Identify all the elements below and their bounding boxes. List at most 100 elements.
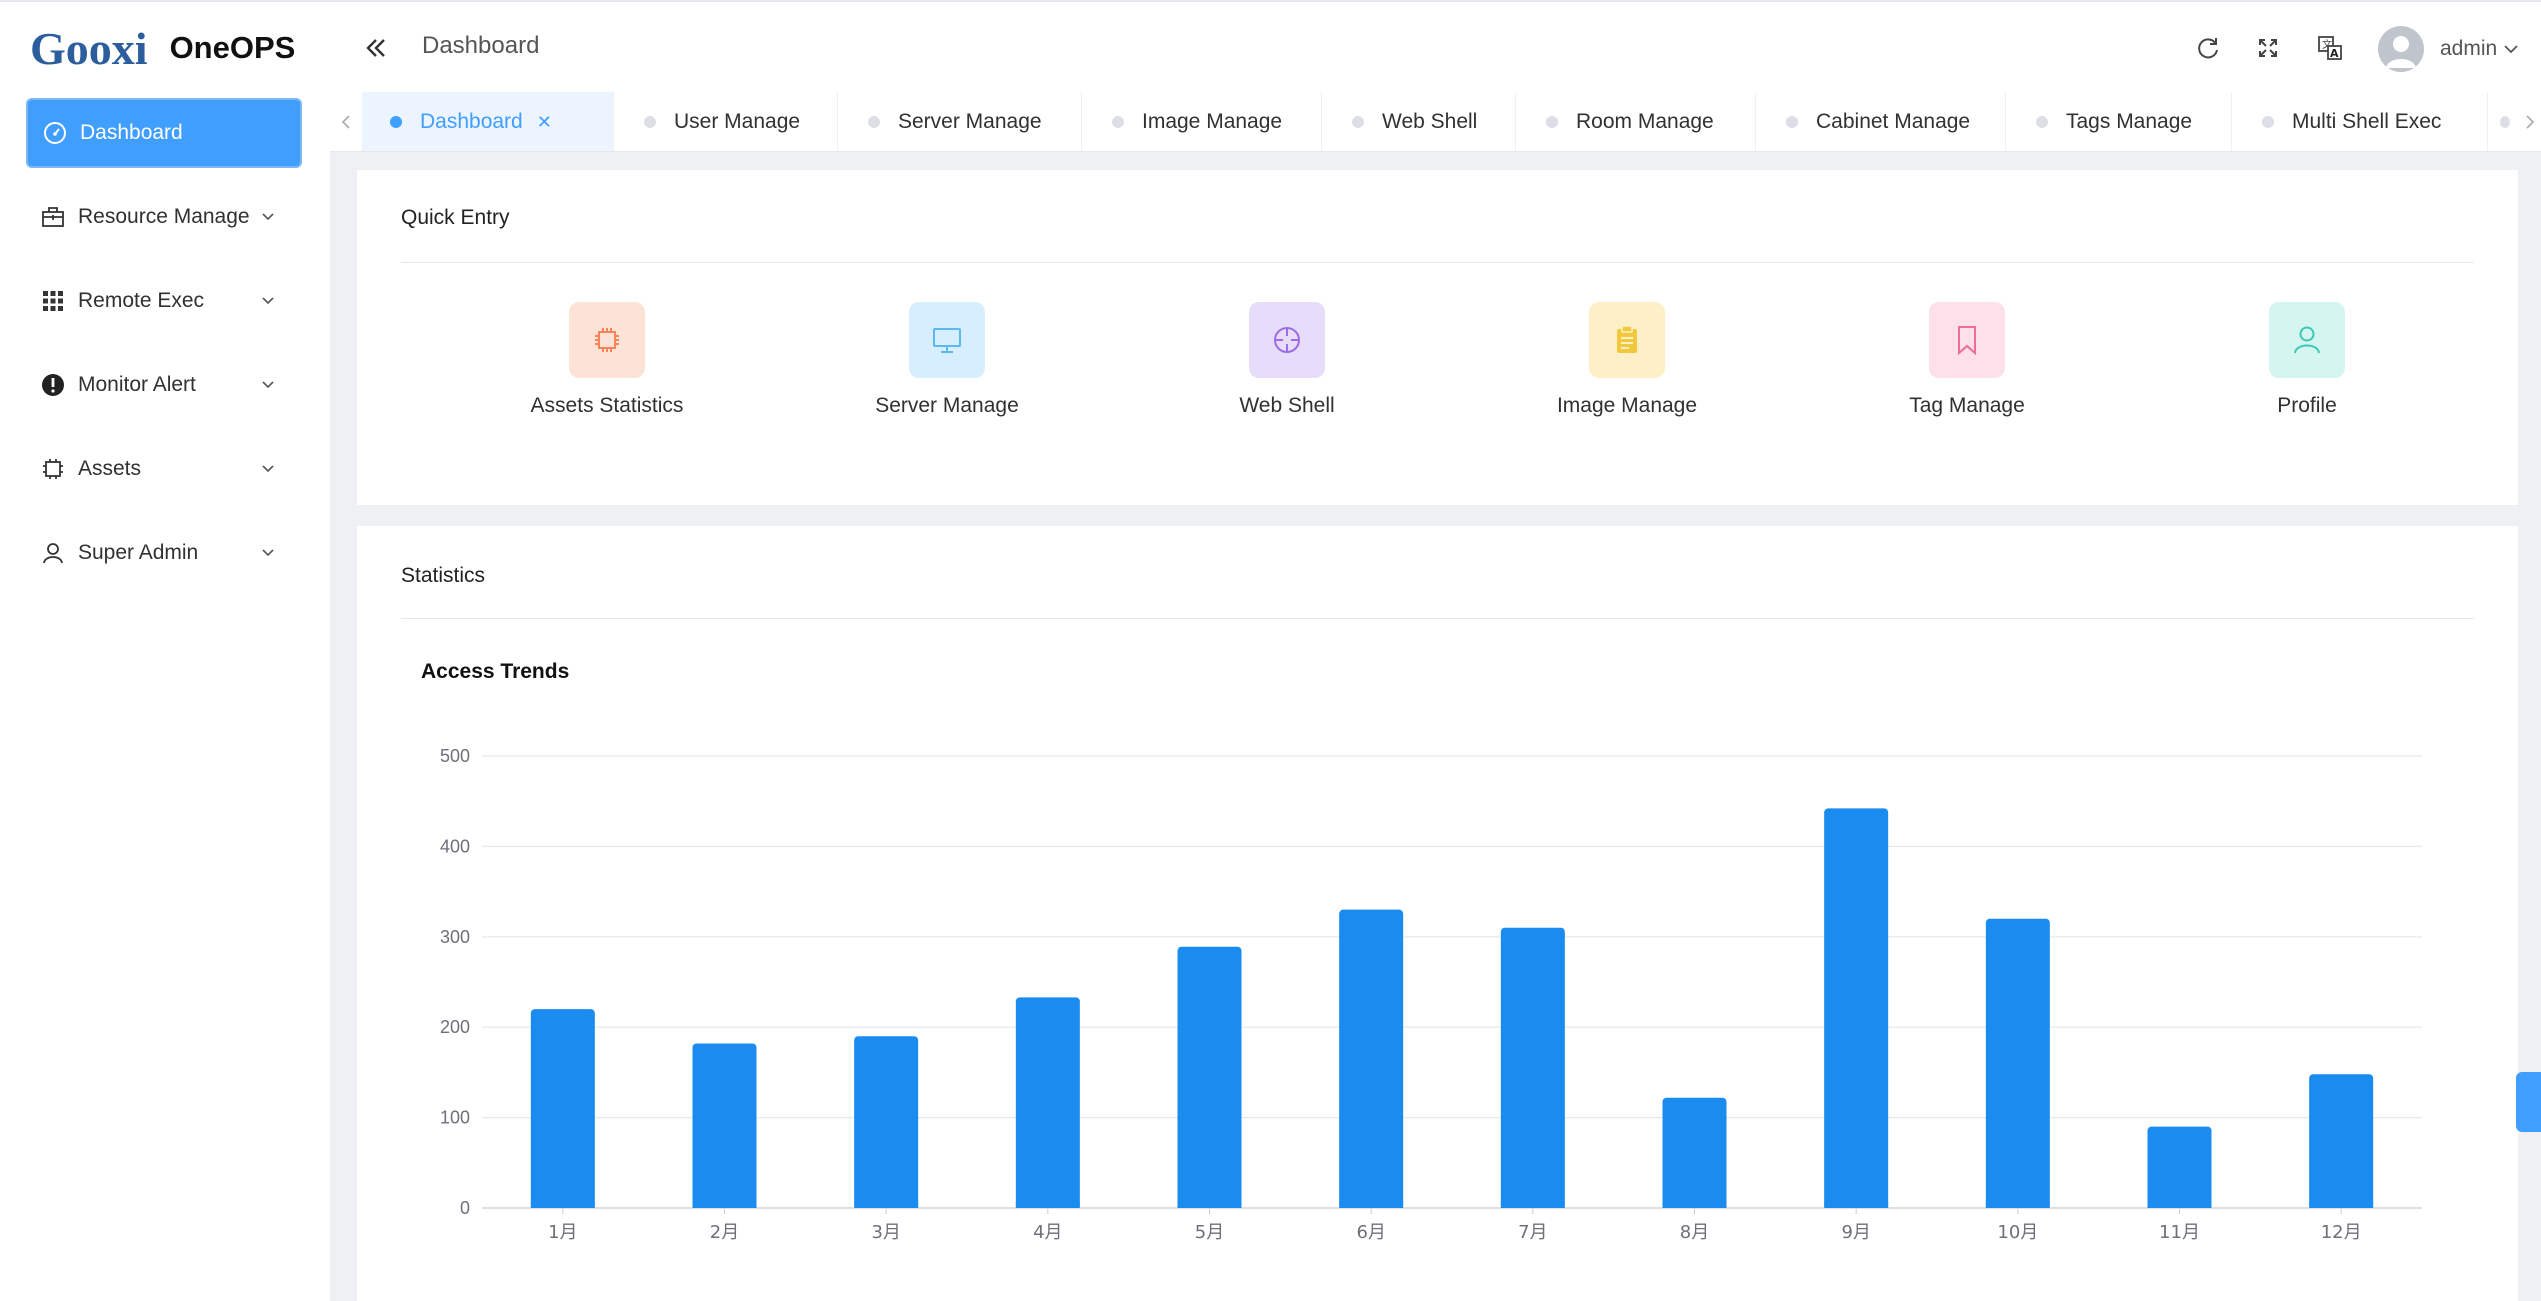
tab-web-shell[interactable]: Web Shell [1322,92,1516,151]
crosshair-icon [1249,302,1325,378]
sidebar-item-super-admin[interactable]: Super Admin [26,518,302,588]
sidebar-item-assets[interactable]: Assets [26,434,302,504]
tab-more[interactable] [2488,92,2528,151]
chart-title: Access Trends [421,660,570,683]
tab-user-manage[interactable]: User Manage [614,92,838,151]
sidebar-item-label: Super Admin [78,541,199,564]
bar-3[interactable] [854,1036,919,1208]
tab-room-manage[interactable]: Room Manage [1516,92,1756,151]
bookmark-icon [1929,302,2005,378]
svg-text:A: A [2330,47,2339,60]
chevron-down-icon [262,549,274,557]
chip-icon [569,302,645,378]
tab-dot [2036,116,2048,128]
bar-base-11 [2147,1202,2212,1208]
bar-8[interactable] [1662,1097,1727,1208]
svg-text:文: 文 [2322,38,2332,51]
bar-base-2 [692,1202,757,1208]
tab-dot [868,116,880,128]
sidebar-item-dashboard[interactable]: Dashboard [26,98,302,168]
quick-entry-label: Tag Manage [1909,394,2025,417]
tab-label: Image Manage [1142,110,1283,133]
sidebar-item-resource-manage[interactable]: Resource Manage [26,182,302,252]
refresh-icon[interactable] [2192,32,2224,64]
clipboard-icon [1589,302,1665,378]
x-tick-label: 7月 [1518,1222,1547,1243]
statistics-card: Statistics Access Trends 0 100 200 300 400 50… [357,526,2518,1301]
access-trends-chart: 0 100 200 300 400 500 1月 2月 3月 4月 5月 6月 7月 8月 9月 10月 11月… [440,746,2422,1243]
bar-4[interactable] [1015,997,1080,1208]
x-tick-label: 2月 [710,1222,739,1243]
tabs-scroll-right-icon[interactable] [2520,108,2540,136]
close-icon[interactable]: ✕ [536,111,552,132]
tab-dot [390,116,402,128]
tab-dot [1546,116,1558,128]
quick-entry-assets-statistics[interactable]: Assets Statistics [497,302,717,432]
quick-entry-label: Profile [2277,394,2337,417]
chevron-down-icon [262,465,274,473]
tab-server-manage[interactable]: Server Manage [838,92,1082,151]
sidebar: Dashboard Resource Manage Remote Exec Mo… [0,92,330,1301]
tab-tags-manage[interactable]: Tags Manage [2006,92,2232,151]
quick-entry-web-shell[interactable]: Web Shell [1177,302,1397,432]
tab-dot [2500,116,2510,128]
sidebar-item-remote-exec[interactable]: Remote Exec [26,266,302,336]
grid-icon [40,288,66,314]
collapse-sidebar-icon[interactable] [358,30,394,66]
bar-9[interactable] [1824,808,1889,1208]
user-menu[interactable]: admin [2440,37,2519,61]
y-tick-label: 500 [440,746,470,766]
bar-base-12 [2309,1202,2374,1208]
tab-multi-shell-exec[interactable]: Multi Shell Exec [2232,92,2488,151]
sidebar-item-label: Dashboard [80,121,183,144]
dashboard-gauge-icon [42,120,68,146]
bar-2[interactable] [692,1043,757,1208]
tab-label: Cabinet Manage [1816,110,1971,133]
sidebar-item-label: Remote Exec [78,289,205,312]
quick-entry-tag-manage[interactable]: Tag Manage [1857,302,2077,432]
bar-5[interactable] [1177,946,1242,1208]
monitor-icon [909,302,985,378]
bar-6[interactable] [1339,909,1404,1208]
bar-base-6 [1339,1202,1404,1208]
tab-dot [644,116,656,128]
user-avatar-icon[interactable] [2378,26,2424,72]
y-tick-label: 100 [440,1108,470,1128]
tab-dot [1786,116,1798,128]
quick-entry-image-manage[interactable]: Image Manage [1517,302,1737,432]
sidebar-item-monitor-alert[interactable]: Monitor Alert [26,350,302,420]
bar-base-1 [530,1202,595,1208]
tabs-scroll-left-icon[interactable] [336,108,356,136]
sidebar-item-label: Monitor Alert [78,373,196,396]
quick-entry-server-manage[interactable]: Server Manage [837,302,1057,432]
side-float-button[interactable] [2516,1072,2541,1132]
tab-image-manage[interactable]: Image Manage [1082,92,1322,151]
chevron-down-icon [262,381,274,389]
briefcase-icon [40,204,66,230]
bar-7[interactable] [1500,927,1565,1208]
quick-entry-title: Quick Entry [401,206,510,229]
x-tick-label: 9月 [1841,1222,1870,1243]
card-divider [401,262,2474,263]
bar-10[interactable] [1985,918,2050,1208]
user-icon [40,540,66,566]
bar-1[interactable] [530,1009,595,1208]
bar-base-9 [1824,1202,1889,1208]
brand-logo: Gooxi OneOPS [30,20,295,76]
chip-icon [40,456,66,482]
bar-12[interactable] [2309,1074,2374,1208]
quick-entry-profile[interactable]: Profile [2197,302,2417,432]
tab-dashboard[interactable]: Dashboard ✕ [362,92,614,151]
x-tick-label: 11月 [2159,1222,2200,1243]
tab-cabinet-manage[interactable]: Cabinet Manage [1756,92,2006,151]
x-tick-label: 3月 [871,1222,900,1243]
sidebar-item-label: Resource Manage [78,205,250,228]
fullscreen-icon[interactable] [2252,32,2284,64]
bar-base-3 [854,1202,919,1208]
tab-dot [1112,116,1124,128]
quick-entry-label: Assets Statistics [530,394,684,417]
bar-11[interactable] [2147,1126,2212,1208]
x-tick-label: 1月 [548,1222,577,1243]
